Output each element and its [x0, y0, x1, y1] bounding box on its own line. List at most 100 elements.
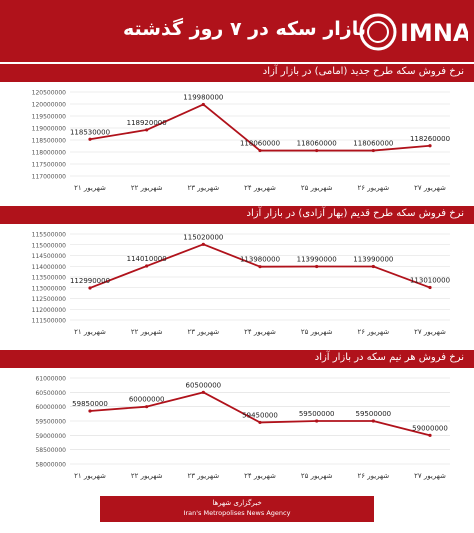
x-tick-label: ۲۳ شهریور — [188, 472, 220, 480]
x-tick-label: ۲۶ شهریور — [358, 328, 390, 336]
footer-bar: خبرگزاری شهرها Iran's Metropolises News … — [100, 496, 374, 522]
data-label: 112990000 — [70, 277, 110, 285]
data-label: 113990000 — [353, 255, 393, 263]
y-tick-label: 119000000 — [32, 126, 67, 133]
chart-3-title: نرخ فروش هر نیم سکه در بازار آزاد — [314, 352, 464, 363]
x-tick-label: ۲۱ شهریور — [74, 184, 106, 192]
data-label: 59500000 — [299, 410, 335, 418]
chart-1: 117000000 117500000 118000000 118500000 1190… — [32, 90, 450, 193]
y-tick-label: 113500000 — [32, 275, 67, 282]
data-point — [145, 264, 149, 268]
data-label: 115020000 — [183, 233, 223, 241]
data-point — [88, 409, 92, 413]
data-point — [258, 148, 262, 153]
chart-2: 111500000 112000000 112500000 113000000 1135… — [32, 232, 450, 337]
chart-3: 58000000 58500000 59000000 59500000 60000000… — [35, 376, 450, 480]
y-tick-label: 113000000 — [32, 285, 67, 292]
data-point — [371, 148, 375, 153]
data-point — [315, 264, 319, 269]
data-label: 118260000 — [410, 135, 450, 143]
y-tick-label: 114000000 — [32, 264, 67, 271]
data-point — [428, 144, 432, 148]
x-tick-label: ۲۵ شهریور — [301, 472, 333, 480]
y-tick-label: 120500000 — [32, 90, 67, 97]
data-label: 59000000 — [412, 424, 448, 432]
x-tick-label: ۲۶ شهریور — [358, 184, 390, 192]
x-tick-label: ۲۴ شهریور — [244, 184, 276, 192]
x-tick-label: ۲۵ شهریور — [301, 328, 333, 336]
y-tick-label: 115500000 — [32, 232, 67, 239]
y-tick-label: 60500000 — [35, 390, 66, 397]
x-tick-label: ۲۱ شهریور — [74, 472, 106, 480]
data-point — [145, 405, 149, 409]
data-point — [258, 420, 262, 425]
header-bar: بازار سکه در ۷ روز گذشته IMNA — [0, 0, 474, 62]
x-tick-label: ۲۲ شهریور — [131, 184, 163, 192]
x-tick-label: ۲۵ شهریور — [301, 184, 333, 192]
chart-3-title-bar: نرخ فروش هر نیم سکه در بازار آزاد — [0, 350, 474, 368]
logo-text: IMNA — [400, 19, 468, 47]
y-tick-label: 59000000 — [35, 433, 66, 440]
chart-2-title-bar: نرخ فروش سکه طرح قدیم (بهار آزادی) در با… — [0, 206, 474, 224]
data-point — [201, 242, 205, 246]
data-point — [88, 286, 92, 290]
imna-logo: IMNA — [359, 13, 468, 51]
y-tick-label: 111500000 — [32, 318, 67, 325]
chart-2-title: نرخ فروش سکه طرح قدیم (بهار آزادی) در با… — [246, 208, 465, 219]
x-tick-label: ۲۴ شهریور — [244, 472, 276, 480]
y-tick-label: 60000000 — [35, 404, 66, 411]
data-label: 59500000 — [356, 410, 392, 418]
y-tick-label: 117500000 — [32, 162, 67, 169]
y-tick-label: 59500000 — [35, 419, 66, 426]
y-tick-label: 115000000 — [32, 242, 67, 249]
y-tick-label: 117000000 — [32, 174, 67, 181]
data-label: 59850000 — [72, 400, 108, 408]
x-tick-label: ۲۳ شهریور — [188, 184, 220, 192]
data-point — [201, 390, 205, 394]
y-tick-label: 112000000 — [32, 307, 67, 314]
data-label: 118920000 — [127, 119, 167, 127]
data-label: 114010000 — [127, 255, 167, 263]
x-tick-label: ۲۳ شهریور — [188, 328, 220, 336]
x-tick-label: ۲۱ شهریور — [74, 328, 106, 336]
y-tick-label: 120000000 — [32, 102, 67, 109]
x-tick-label: ۲۷ شهریور — [414, 328, 446, 336]
chart-2-panel: 111500000 112000000 112500000 113000000 1135… — [8, 224, 466, 348]
data-point — [315, 148, 319, 153]
data-label: 118060000 — [353, 140, 393, 148]
y-tick-label: 61000000 — [35, 376, 66, 383]
y-tick-label: 114500000 — [32, 253, 67, 260]
y-tick-label: 118000000 — [32, 150, 67, 157]
data-label: 113990000 — [297, 255, 337, 263]
data-point — [371, 419, 375, 423]
x-tick-label: ۲۶ شهریور — [358, 472, 390, 480]
data-label: 119980000 — [183, 93, 223, 101]
data-point — [428, 285, 432, 290]
data-label: 60500000 — [186, 381, 222, 389]
y-tick-label: 112500000 — [32, 296, 67, 303]
data-point — [428, 433, 432, 437]
x-tick-label: ۲۴ شهریور — [244, 328, 276, 336]
chart-1-title-bar: نرخ فروش سکه طرح جدید (امامی) در بازار آ… — [0, 64, 474, 82]
x-tick-label: ۲۲ شهریور — [131, 328, 163, 336]
data-label: 113010000 — [410, 277, 450, 285]
data-label: 118530000 — [70, 128, 110, 136]
footer-line-2: Iran's Metropolises News Agency — [183, 509, 291, 517]
data-point — [145, 128, 149, 132]
chart-1-panel: 117000000 117500000 118000000 118500000 1190… — [8, 82, 466, 204]
x-tick-label: ۲۷ شهریور — [414, 184, 446, 192]
x-tick-label: ۲۲ شهریور — [131, 472, 163, 480]
y-tick-label: 58000000 — [35, 462, 66, 469]
y-tick-label: 58500000 — [35, 447, 66, 454]
data-point — [371, 264, 375, 269]
data-label: 60000000 — [129, 396, 165, 404]
data-point — [201, 102, 205, 107]
y-tick-label: 119500000 — [32, 114, 67, 121]
y-tick-label: 118500000 — [32, 138, 67, 145]
chart-3-panel: 58000000 58500000 59000000 59500000 60000000… — [8, 368, 466, 492]
data-point — [258, 265, 262, 269]
page-title: بازار سکه در ۷ روز گذشته — [123, 18, 366, 40]
chart-1-title: نرخ فروش سکه طرح جدید (امامی) در بازار آ… — [262, 66, 464, 77]
data-label: 118060000 — [297, 140, 337, 148]
